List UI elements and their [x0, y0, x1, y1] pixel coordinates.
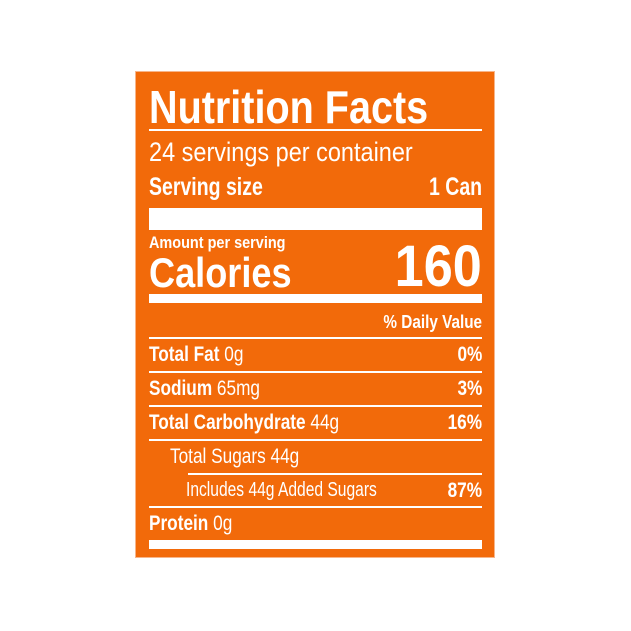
nutrient-amount: 0g	[224, 343, 244, 366]
nutrient-row-added-sugars: Includes 44g Added Sugars	[186, 479, 377, 501]
serving-size-value: 1 Can	[428, 173, 482, 201]
divider	[149, 405, 482, 407]
calories-label: Calories	[149, 249, 292, 296]
nutrient-row-protein: Protein 0g	[149, 513, 232, 534]
nutrient-row-total-carbohydrate: Total Carbohydrate 44g	[149, 412, 339, 433]
divider	[149, 371, 482, 373]
nutrition-facts-label: Nutrition Facts 24 servings per containe…	[135, 71, 495, 558]
bottom-divider	[149, 540, 482, 549]
nutrient-row-total-sugars: Total Sugars 44g	[170, 445, 300, 468]
daily-value-header: % Daily Value	[383, 312, 482, 332]
title: Nutrition Facts	[149, 81, 429, 133]
nutrient-row-total-fat: Total Fat 0g	[149, 344, 243, 365]
thick-divider	[149, 208, 482, 230]
nutrient-dv: 3%	[457, 377, 482, 400]
divider	[149, 439, 482, 441]
servings-per-container: 24 servings per container	[149, 137, 413, 167]
calories-value: 160	[394, 234, 482, 299]
nutrient-name: Protein	[149, 512, 209, 535]
nutrient-row-sodium: Sodium 65mg	[149, 378, 260, 399]
divider	[149, 129, 482, 131]
nutrient-amount: 0g	[213, 512, 233, 535]
nutrient-name: Total Fat	[149, 343, 220, 366]
serving-size-label: Serving size	[149, 173, 263, 201]
nutrient-name: Total Carbohydrate	[149, 411, 306, 434]
nutrient-amount: 44g	[310, 411, 340, 434]
medium-divider	[149, 294, 482, 303]
nutrient-dv: 87%	[447, 479, 482, 502]
divider	[188, 473, 482, 475]
nutrient-dv: 0%	[457, 343, 482, 366]
divider	[149, 506, 482, 508]
nutrient-amount: 65mg	[216, 377, 261, 400]
nutrient-name: Sodium	[149, 377, 213, 400]
amount-per-serving: Amount per serving	[149, 233, 286, 252]
divider	[149, 337, 482, 339]
nutrient-dv: 16%	[447, 411, 482, 434]
